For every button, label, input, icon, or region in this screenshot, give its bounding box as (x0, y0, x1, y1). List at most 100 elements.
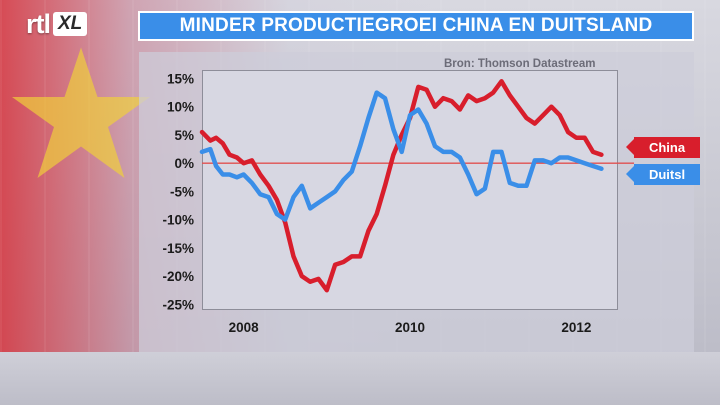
data-point-duitsland (301, 184, 303, 187)
data-point-duitsland (575, 159, 578, 162)
data-point-duitsland (375, 91, 378, 94)
data-point-china (583, 136, 586, 139)
y-tick-label: 15% (167, 71, 194, 86)
data-point-duitsland (434, 145, 436, 148)
y-tick-label: -15% (162, 241, 194, 256)
data-point-duitsland (242, 173, 245, 176)
data-point-china (492, 91, 495, 94)
data-point-china (309, 280, 311, 283)
data-point-duitsland (342, 179, 345, 181)
data-point-duitsland (534, 159, 536, 162)
data-point-china (517, 105, 519, 108)
legend-duitsland: Duitsl (626, 164, 700, 185)
data-point-china (534, 122, 536, 125)
data-point-duitsland (350, 170, 353, 173)
data-point-china (334, 264, 336, 266)
data-point-duitsland (392, 128, 395, 131)
data-point-duitsland (509, 182, 511, 184)
data-point-duitsland (367, 117, 370, 119)
data-point-duitsland (467, 173, 470, 176)
data-point-china (567, 131, 569, 133)
data-point-duitsland (292, 196, 295, 198)
data-point-duitsland (484, 187, 486, 190)
data-point-duitsland (517, 184, 519, 187)
data-point-china (467, 94, 470, 97)
data-point-duitsland (259, 193, 262, 196)
x-tick-label: 2010 (395, 320, 425, 335)
data-point-china (525, 117, 528, 119)
data-point-china (222, 142, 224, 145)
data-point-china (384, 184, 386, 187)
data-point-china (550, 105, 553, 108)
data-point-duitsland (236, 176, 238, 179)
data-point-china (475, 100, 478, 102)
y-tick-label: -20% (162, 269, 194, 284)
data-point-duitsland (409, 114, 411, 116)
series-line-china (199, 79, 604, 293)
data-point-duitsland (228, 173, 231, 176)
y-tick-label: -10% (162, 213, 194, 228)
data-point-china (450, 100, 453, 102)
data-point-china (575, 136, 578, 139)
data-point-china (359, 255, 361, 258)
data-point-duitsland (459, 156, 461, 159)
logo-main: rtl (26, 8, 51, 39)
data-point-china (209, 139, 212, 142)
data-point-china (267, 184, 270, 187)
legend-china: China (626, 137, 700, 158)
x-tick-label: 2008 (229, 320, 260, 335)
data-point-duitsland (309, 207, 311, 210)
data-point-china (434, 105, 436, 108)
y-tick-label: 5% (174, 128, 194, 143)
data-point-duitsland (201, 151, 203, 153)
x-tick-label: 2012 (561, 320, 591, 335)
data-point-china (425, 88, 428, 91)
data-point-china (284, 221, 287, 224)
data-point-duitsland (284, 218, 287, 221)
data-point-china (317, 278, 320, 280)
page-title: MINDER PRODUCTIEGROEI CHINA EN DUITSLAND (179, 15, 653, 36)
y-tick-label: 10% (167, 100, 194, 115)
data-point-duitsland (326, 196, 328, 198)
data-point-duitsland (317, 201, 320, 204)
data-point-china (342, 261, 345, 263)
data-point-duitsland (492, 151, 495, 153)
data-point-duitsland (400, 151, 403, 153)
data-point-duitsland (359, 145, 361, 148)
data-point-china (201, 131, 203, 133)
data-point-duitsland (542, 159, 544, 162)
data-point-duitsland (417, 108, 420, 111)
data-point-china (259, 173, 262, 176)
data-point-duitsland (209, 148, 212, 150)
data-point-china (442, 97, 445, 100)
data-point-duitsland (425, 122, 428, 125)
y-tick-label: -25% (162, 297, 194, 312)
data-point-china (500, 80, 503, 83)
y-tick-label: 0% (174, 156, 194, 171)
data-point-duitsland (475, 193, 478, 196)
data-point-duitsland (500, 151, 503, 153)
data-point-duitsland (567, 156, 569, 159)
data-point-china (301, 275, 303, 277)
data-point-china (236, 156, 238, 159)
data-point-china (600, 153, 603, 156)
data-point-china (292, 255, 295, 258)
data-point-duitsland (267, 196, 270, 198)
series-line-duitsland (199, 90, 604, 222)
data-point-duitsland (600, 168, 603, 170)
data-point-duitsland (550, 162, 553, 164)
data-point-china (542, 114, 544, 116)
data-point-china (326, 289, 328, 292)
data-point-duitsland (334, 190, 336, 193)
data-point-duitsland (442, 151, 445, 153)
flag-star-icon (12, 47, 150, 178)
data-point-china (215, 136, 217, 139)
data-point-duitsland (384, 97, 386, 100)
data-point-china (228, 153, 231, 156)
data-point-duitsland (525, 184, 528, 187)
logo-sub: XL (53, 12, 88, 36)
data-point-china (417, 86, 420, 88)
channel-logo: rtl XL (26, 8, 88, 40)
data-point-china (392, 153, 395, 156)
